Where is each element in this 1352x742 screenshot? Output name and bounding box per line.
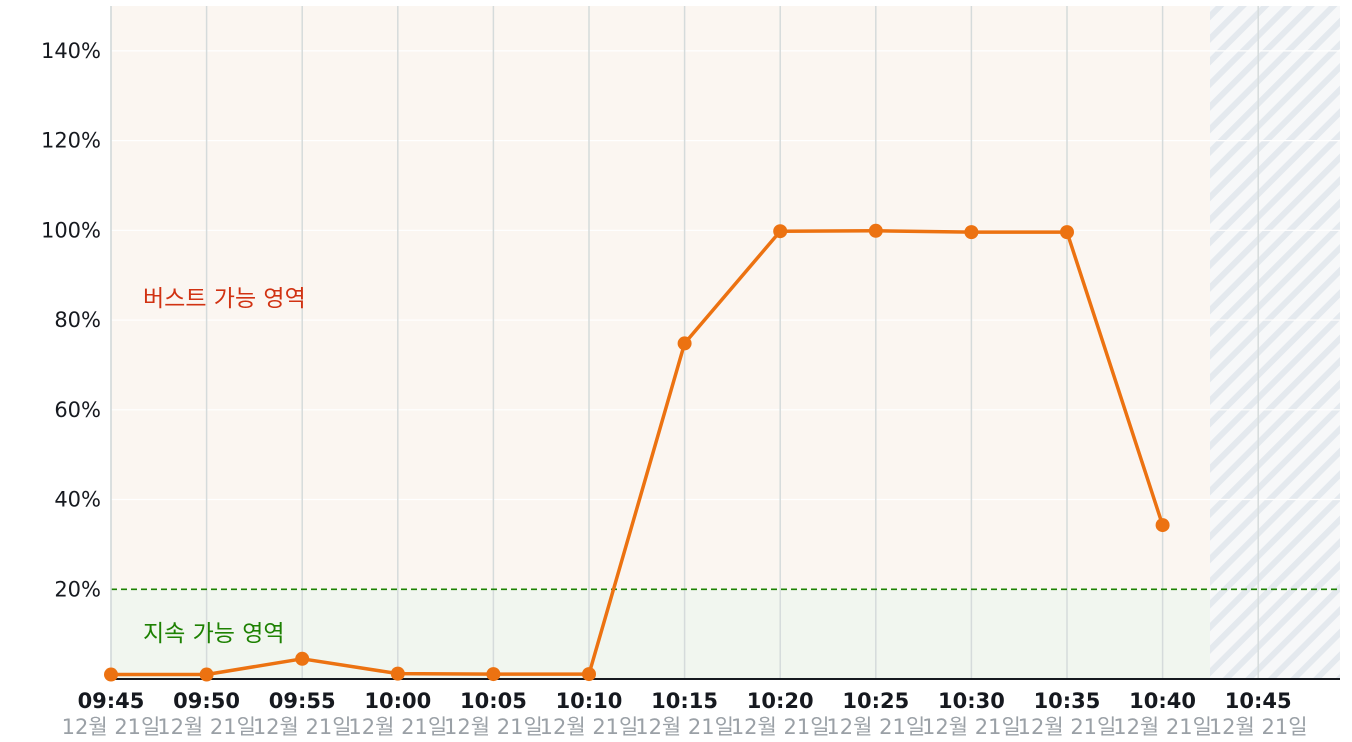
x-tick-label: 10:20 bbox=[747, 689, 814, 713]
data-point bbox=[104, 667, 118, 682]
data-point bbox=[486, 667, 501, 682]
x-tick-label: 10:30 bbox=[938, 689, 1005, 713]
x-date-label: 12월 21일 bbox=[348, 715, 447, 739]
x-date-label: 12월 21일 bbox=[157, 715, 256, 739]
burst-zone bbox=[111, 6, 1210, 590]
y-tick-label: 140% bbox=[41, 39, 101, 63]
data-point bbox=[677, 336, 692, 351]
x-date-label: 12월 21일 bbox=[731, 715, 830, 739]
data-point bbox=[295, 651, 310, 666]
data-point bbox=[1060, 225, 1074, 240]
sustain-zone bbox=[111, 589, 1210, 679]
series-line bbox=[111, 229, 1165, 677]
x-tick-label: 09:55 bbox=[269, 689, 336, 713]
x-date-label: 12월 21일 bbox=[253, 715, 352, 739]
y-tick-label: 100% bbox=[41, 218, 101, 242]
x-date-label: 12월 21일 bbox=[1018, 715, 1117, 739]
data-point bbox=[582, 667, 596, 682]
x-tick-label: 10:10 bbox=[556, 689, 623, 713]
y-tick-label: 80% bbox=[54, 308, 101, 332]
x-date-label: 12월 21일 bbox=[540, 715, 639, 739]
data-point bbox=[390, 666, 405, 681]
future-hatch-area bbox=[1210, 6, 1340, 679]
x-tick-label: 10:40 bbox=[1129, 689, 1196, 713]
x-date-label: 12월 21일 bbox=[922, 715, 1021, 739]
sustain-zone-label: 지속 가능 영역 bbox=[143, 621, 285, 647]
x-date-label: 12월 21일 bbox=[826, 715, 925, 739]
data-point bbox=[868, 223, 883, 238]
x-tick-label: 10:00 bbox=[364, 689, 431, 713]
burst-zone-label: 버스트 가능 영역 bbox=[143, 286, 306, 312]
x-tick-label: 10:45 bbox=[1225, 689, 1292, 713]
x-tick-label: 10:15 bbox=[651, 689, 718, 713]
data-point bbox=[773, 224, 788, 239]
x-date-label: 12월 21일 bbox=[62, 715, 161, 739]
y-tick-label: 20% bbox=[54, 577, 101, 601]
x-date-label: 12월 21일 bbox=[1209, 715, 1308, 739]
data-point bbox=[1155, 518, 1170, 533]
y-tick-label: 60% bbox=[54, 398, 101, 422]
x-tick-label: 10:25 bbox=[842, 689, 909, 713]
x-tick-label: 09:50 bbox=[173, 689, 240, 713]
y-tick-label: 40% bbox=[54, 488, 101, 512]
x-tick-label: 10:05 bbox=[460, 689, 527, 713]
y-tick-label: 120% bbox=[41, 129, 101, 153]
x-tick-label: 10:35 bbox=[1034, 689, 1101, 713]
data-point bbox=[199, 667, 214, 682]
x-date-label: 12월 21일 bbox=[1113, 715, 1212, 739]
x-date-label: 12월 21일 bbox=[444, 715, 543, 739]
x-tick-label: 09:45 bbox=[78, 689, 145, 713]
x-date-label: 12월 21일 bbox=[635, 715, 734, 739]
data-point bbox=[964, 225, 979, 240]
